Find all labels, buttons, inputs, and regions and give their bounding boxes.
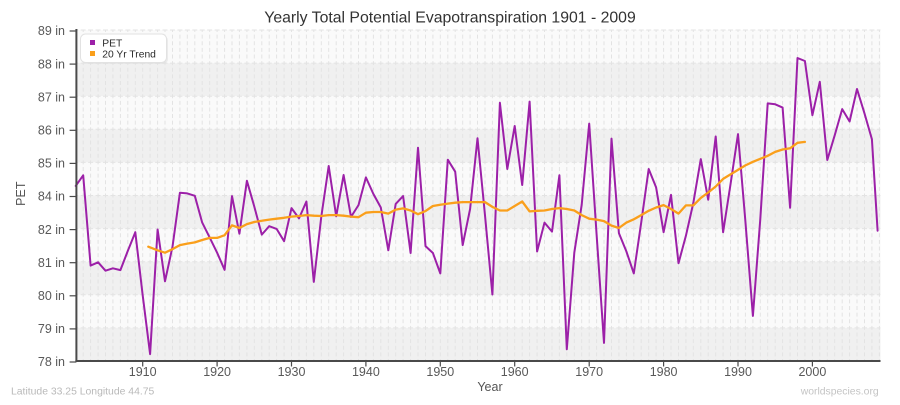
svg-text:1980: 1980 (650, 365, 678, 379)
svg-text:1930: 1930 (278, 365, 306, 379)
svg-text:88 in: 88 in (38, 57, 65, 71)
svg-text:PET: PET (102, 38, 123, 49)
svg-text:86 in: 86 in (38, 124, 65, 138)
svg-text:1910: 1910 (129, 365, 157, 379)
svg-text:87 in: 87 in (38, 90, 65, 104)
svg-text:78 in: 78 in (38, 355, 65, 369)
svg-text:79 in: 79 in (38, 322, 65, 336)
svg-text:89 in: 89 in (38, 24, 65, 38)
svg-text:1960: 1960 (501, 365, 529, 379)
svg-text:82 in: 82 in (38, 223, 65, 237)
svg-text:85 in: 85 in (38, 157, 65, 171)
svg-text:Latitude 33.25 Longitude 44.75: Latitude 33.25 Longitude 44.75 (11, 386, 155, 397)
svg-text:1990: 1990 (724, 365, 752, 379)
svg-text:2000: 2000 (798, 365, 826, 379)
svg-text:1940: 1940 (352, 365, 380, 379)
svg-text:PET: PET (14, 181, 28, 206)
svg-text:84 in: 84 in (38, 190, 65, 204)
svg-text:20 Yr Trend: 20 Yr Trend (102, 49, 156, 60)
svg-text:worldspecies.org: worldspecies.org (800, 386, 879, 397)
svg-text:Yearly Total Potential Evapotr: Yearly Total Potential Evapotranspiratio… (264, 9, 636, 26)
svg-text:80 in: 80 in (38, 289, 65, 303)
svg-text:1950: 1950 (426, 365, 454, 379)
svg-text:1920: 1920 (203, 365, 231, 379)
svg-text:81 in: 81 in (38, 256, 65, 270)
svg-text:Year: Year (477, 380, 502, 394)
svg-text:1970: 1970 (575, 365, 603, 379)
